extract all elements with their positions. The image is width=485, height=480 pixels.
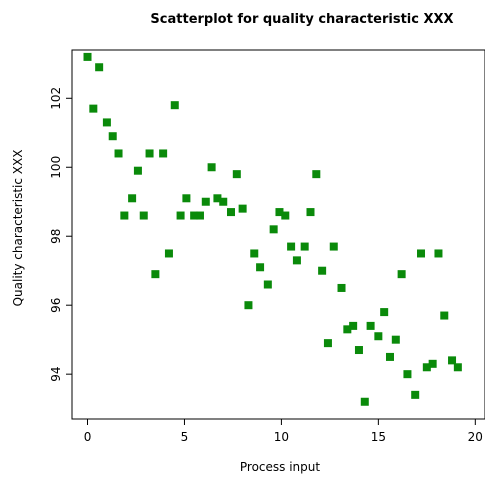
data-point <box>440 311 449 320</box>
x-tick-label: 15 <box>371 430 386 444</box>
data-point <box>323 339 332 348</box>
data-point <box>250 249 259 258</box>
data-point <box>329 242 338 251</box>
data-point <box>306 208 315 217</box>
data-point <box>213 194 222 203</box>
data-point <box>207 163 216 172</box>
data-point <box>287 242 296 251</box>
data-point <box>354 346 363 355</box>
data-point <box>343 325 352 334</box>
data-point <box>275 208 284 217</box>
y-axis: 94 96 98 100 102 <box>49 87 72 382</box>
data-point <box>374 332 383 341</box>
data-point <box>403 370 412 379</box>
data-point <box>238 204 247 213</box>
data-point <box>366 321 375 330</box>
data-point <box>108 132 117 141</box>
data-point <box>318 266 327 275</box>
data-point <box>201 197 210 206</box>
data-point <box>349 321 358 330</box>
data-point <box>391 335 400 344</box>
data-point <box>190 211 199 220</box>
data-point <box>232 170 241 179</box>
data-point <box>128 194 137 203</box>
data-point <box>385 352 394 361</box>
x-tick-label: 20 <box>468 430 483 444</box>
data-point <box>300 242 309 251</box>
x-axis: 0 5 10 15 20 <box>84 419 483 444</box>
y-tick-label: 102 <box>49 87 63 110</box>
data-point <box>434 249 443 258</box>
x-tick-label: 10 <box>274 430 289 444</box>
data-point <box>411 390 420 399</box>
data-point <box>453 363 462 372</box>
x-axis-label: Process input <box>240 460 320 474</box>
y-tick-label: 98 <box>49 229 63 244</box>
data-point <box>151 270 160 279</box>
y-tick-label: 100 <box>49 156 63 179</box>
data-point <box>380 308 389 317</box>
data-point <box>448 356 457 365</box>
data-point <box>195 211 204 220</box>
data-point <box>428 359 437 368</box>
data-points <box>83 52 462 406</box>
data-point <box>292 256 301 265</box>
y-axis-label: Quality characteristic XXX <box>11 150 25 307</box>
x-tick-label: 5 <box>181 430 189 444</box>
data-point <box>281 211 290 220</box>
data-point <box>120 211 129 220</box>
data-point <box>145 149 154 158</box>
data-point <box>263 280 272 289</box>
data-point <box>176 211 185 220</box>
data-point <box>244 301 253 310</box>
x-tick-label: 0 <box>84 430 92 444</box>
data-point <box>312 170 321 179</box>
data-point <box>337 283 346 292</box>
data-point <box>422 363 431 372</box>
data-point <box>182 194 191 203</box>
data-point <box>102 118 111 127</box>
data-point <box>164 249 173 258</box>
data-point <box>417 249 426 258</box>
data-point <box>397 270 406 279</box>
data-point <box>170 101 179 110</box>
data-point <box>139 211 148 220</box>
data-point <box>133 166 142 175</box>
data-point <box>89 104 98 113</box>
plot-frame <box>71 49 485 420</box>
y-tick-label: 94 <box>49 367 63 382</box>
chart-title: Scatterplot for quality characteristic X… <box>150 12 453 27</box>
data-point <box>226 208 235 217</box>
data-point <box>269 225 278 234</box>
data-point <box>159 149 168 158</box>
data-point <box>256 263 265 272</box>
data-point <box>360 397 369 406</box>
data-point <box>114 149 123 158</box>
y-tick-label: 96 <box>49 298 63 313</box>
data-point <box>83 52 92 61</box>
data-point <box>95 63 104 72</box>
data-point <box>219 197 228 206</box>
